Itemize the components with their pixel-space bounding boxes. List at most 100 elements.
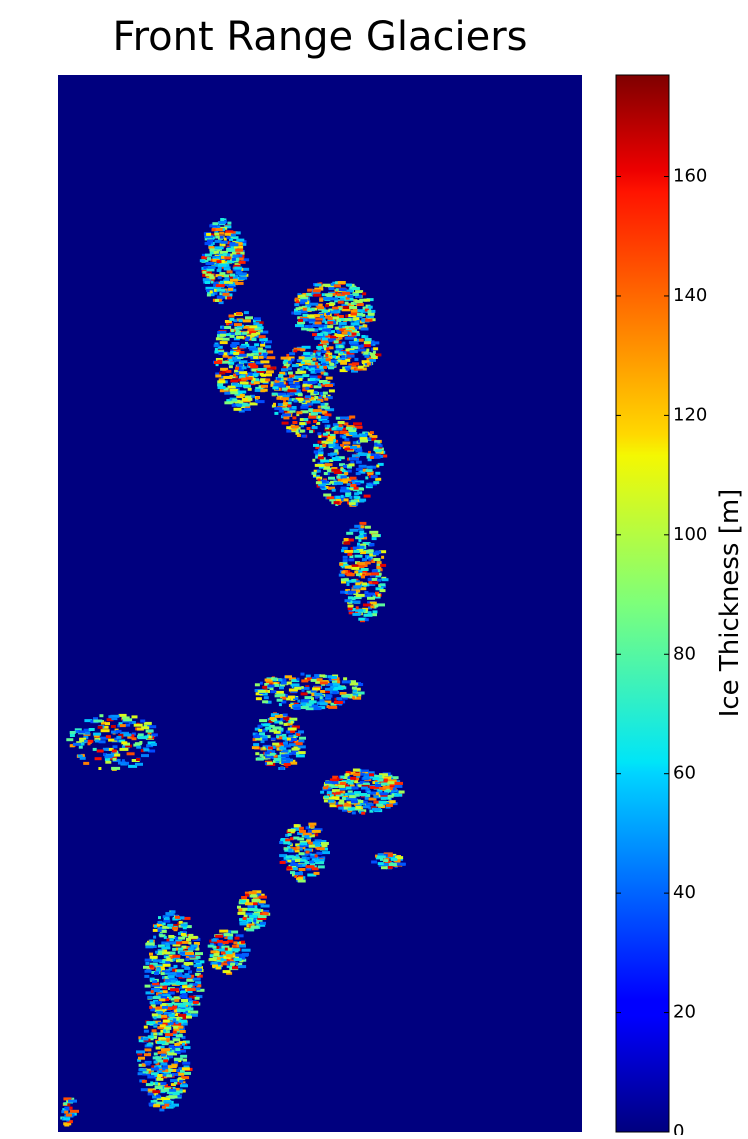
glacier-pixel bbox=[243, 319, 251, 322]
glacier-pixel bbox=[247, 353, 254, 356]
glacier-pixel bbox=[260, 682, 263, 685]
glacier-pixel bbox=[226, 954, 233, 957]
glacier-pixel bbox=[229, 365, 233, 368]
glacier-pixel bbox=[288, 829, 296, 832]
glacier-pixel bbox=[158, 929, 162, 932]
glacier-pixel bbox=[328, 477, 335, 480]
glacier-pixel bbox=[264, 365, 271, 368]
glacier-pixel bbox=[347, 355, 355, 358]
glacier-pixel bbox=[335, 444, 339, 447]
glacier-pixel bbox=[321, 403, 325, 406]
glacier-pixel bbox=[95, 740, 99, 743]
glacier-pixel bbox=[152, 1013, 158, 1016]
glacier-pixel bbox=[343, 556, 348, 559]
glacier-pixel bbox=[99, 714, 103, 717]
glacier-pixel bbox=[228, 936, 233, 939]
glacier-pixel bbox=[336, 697, 342, 700]
glacier-pixel bbox=[374, 447, 379, 450]
glacier-pixel bbox=[293, 707, 299, 710]
colorbar bbox=[616, 75, 669, 1132]
glacier-pixel bbox=[365, 561, 371, 564]
colorbar-tick-label: 60 bbox=[673, 763, 696, 784]
glacier-pixel bbox=[279, 722, 283, 725]
glacier-pixel bbox=[182, 993, 188, 996]
glacier-pixel bbox=[371, 572, 379, 575]
glacier-pixel bbox=[364, 534, 367, 537]
glacier-pixel bbox=[287, 378, 293, 381]
glacier-pixel bbox=[368, 306, 373, 309]
glacier-pixel bbox=[230, 279, 238, 282]
glacier-pixel bbox=[64, 1107, 69, 1110]
glacier-pixel bbox=[332, 489, 336, 492]
glacier-pixel bbox=[332, 691, 337, 694]
glacier-pixel bbox=[120, 724, 126, 727]
glacier-pixel bbox=[217, 962, 221, 965]
glacier-pixel bbox=[329, 287, 335, 290]
glacier-pixel bbox=[180, 1084, 188, 1087]
glacier-pixel bbox=[140, 1068, 147, 1071]
glacier-pixel bbox=[212, 965, 218, 968]
glacier-pixel bbox=[144, 1030, 149, 1033]
glacier-pixel bbox=[240, 382, 249, 385]
glacier-pixel bbox=[260, 754, 264, 757]
glacier-pixel bbox=[254, 343, 259, 346]
glacier-pixel bbox=[212, 228, 216, 231]
glacier-pixel bbox=[347, 553, 352, 556]
glacier-pixel bbox=[184, 1072, 191, 1075]
glacier-pixel bbox=[143, 1038, 148, 1041]
glacier-pixel bbox=[308, 325, 311, 328]
glacier-pixel bbox=[238, 909, 242, 912]
glacier-pixel bbox=[169, 1095, 178, 1098]
glacier-pixel bbox=[249, 348, 258, 351]
glacier-pixel bbox=[325, 293, 333, 296]
glacier-pixel bbox=[341, 571, 345, 574]
glacier-pixel bbox=[306, 675, 311, 678]
glacier-pixel bbox=[230, 391, 238, 394]
glacier-pixel bbox=[181, 933, 186, 936]
glacier-pixel bbox=[366, 349, 369, 352]
glacier-pixel bbox=[250, 365, 258, 368]
glacier-pixel bbox=[368, 310, 372, 313]
glacier-pixel bbox=[184, 1046, 191, 1049]
glacier-pixel bbox=[159, 1108, 164, 1111]
glacier-pixel bbox=[353, 318, 357, 321]
glacier-pixel bbox=[337, 476, 341, 479]
glacier-pixel bbox=[256, 697, 262, 700]
glacier-pixel bbox=[312, 472, 317, 475]
glacier-pixel bbox=[287, 682, 292, 685]
glacier-pixel bbox=[345, 591, 348, 594]
glacier-pixel bbox=[341, 495, 344, 498]
glacier-pixel bbox=[322, 293, 325, 296]
glacier-pixel bbox=[335, 456, 339, 459]
glacier-pixel bbox=[169, 941, 177, 944]
glacier-pixel bbox=[193, 1001, 199, 1004]
glacier-pixel bbox=[351, 567, 359, 570]
glacier-pixel bbox=[207, 239, 213, 242]
glacier-pixel bbox=[187, 988, 196, 991]
glacier-pixel bbox=[226, 370, 231, 373]
glacier-pixel bbox=[156, 1095, 160, 1098]
glacier-pixel bbox=[215, 375, 221, 378]
glacier-pixel bbox=[166, 938, 169, 941]
glacier-pixel bbox=[339, 325, 342, 328]
glacier-pixel bbox=[188, 934, 193, 937]
glacier-pixel bbox=[227, 297, 231, 300]
glacier-pixel bbox=[359, 522, 366, 525]
glacier-pixel bbox=[309, 430, 313, 433]
glacier-pixel bbox=[116, 730, 122, 733]
glacier-pixel bbox=[165, 917, 169, 920]
glacier-pixel bbox=[237, 391, 246, 394]
glacier-pixel bbox=[251, 333, 257, 336]
glacier-pixel bbox=[322, 851, 330, 854]
glacier-pixel bbox=[261, 740, 265, 743]
glacier-pixel bbox=[312, 426, 318, 429]
glacier-pixel bbox=[153, 1100, 157, 1103]
glacier-pixel bbox=[264, 696, 269, 699]
glacier-pixel bbox=[83, 762, 89, 765]
glacier-pixel bbox=[98, 726, 103, 729]
glacier-pixel bbox=[217, 331, 226, 334]
glacier-pixel bbox=[321, 350, 326, 353]
glacier-pixel bbox=[380, 564, 386, 567]
glacier-pixel bbox=[242, 332, 247, 335]
glacier-pixel bbox=[381, 866, 387, 869]
